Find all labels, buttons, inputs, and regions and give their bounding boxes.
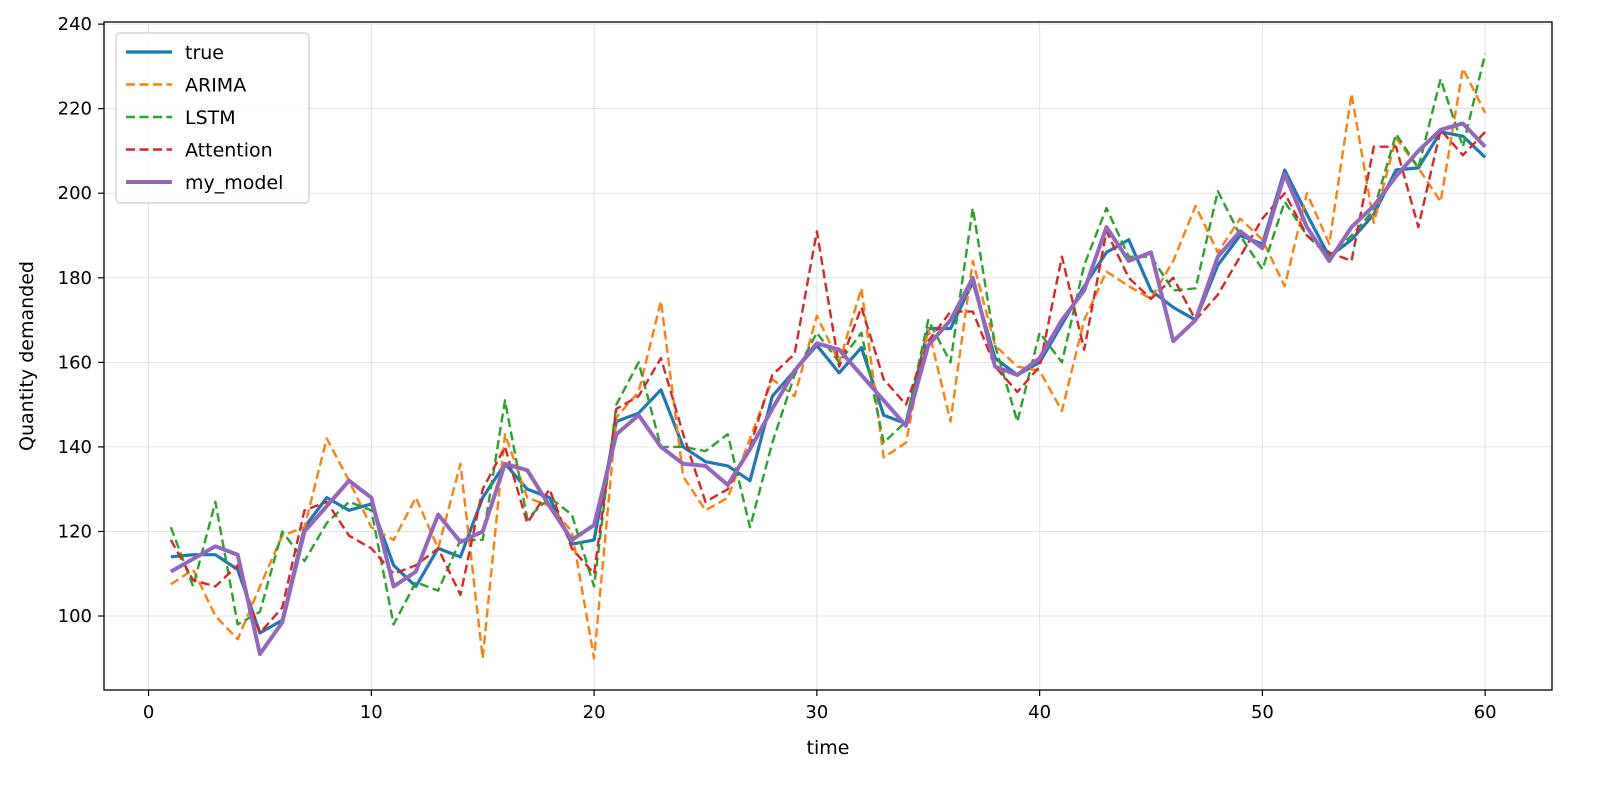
y-tick-label: 100 (58, 606, 92, 627)
plot-frame (103, 21, 1553, 691)
x-tick-label: 60 (1474, 702, 1497, 723)
legend-label: ARIMA (185, 75, 246, 97)
legend-box (115, 32, 310, 204)
y-axis: 100 120 140 160 180 200 220 240 (58, 14, 104, 627)
x-tick-label: 30 (805, 702, 828, 723)
y-tick-label: 240 (58, 14, 92, 35)
x-tick-label: 50 (1251, 702, 1274, 723)
legend: true ARIMA LSTM Attention my_model (115, 32, 310, 204)
series-layer (169, 53, 1487, 660)
legend-label: true (185, 42, 224, 64)
x-axis-label: time (807, 737, 850, 759)
y-axis-label: Quantity demanded (16, 261, 38, 451)
grid (104, 22, 1552, 690)
y-tick-label: 140 (58, 437, 92, 458)
x-tick-label: 40 (1028, 702, 1051, 723)
legend-label: LSTM (185, 107, 236, 129)
y-tick-label: 200 (58, 183, 92, 204)
series-line-arima (170, 67, 1487, 660)
x-tick-label: 10 (360, 702, 383, 723)
y-tick-label: 160 (58, 352, 92, 373)
y-tick-label: 120 (58, 521, 92, 542)
legend-label: my_model (185, 172, 283, 194)
series-line-my-model (169, 121, 1487, 657)
legend-label: Attention (185, 140, 273, 162)
x-axis: 0 10 20 30 40 50 60 (143, 690, 1497, 723)
y-tick-label: 220 (58, 99, 92, 120)
x-tick-label: 20 (583, 702, 606, 723)
y-tick-label: 180 (58, 268, 92, 289)
x-tick-label: 0 (143, 702, 154, 723)
